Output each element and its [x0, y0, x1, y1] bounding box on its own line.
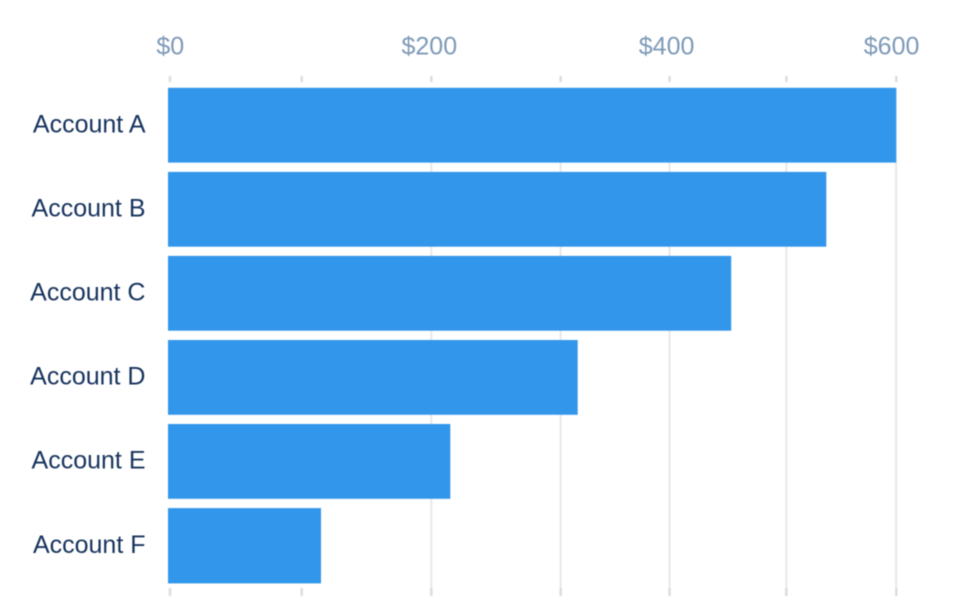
- svg-text:$200: $200: [401, 32, 457, 60]
- svg-text:Account D: Account D: [30, 363, 145, 391]
- svg-text:Account E: Account E: [32, 447, 146, 475]
- svg-text:Account C: Account C: [30, 279, 145, 307]
- svg-text:Account A: Account A: [33, 111, 146, 139]
- svg-text:$400: $400: [639, 32, 695, 60]
- svg-text:Account B: Account B: [32, 195, 146, 223]
- svg-text:$600: $600: [864, 32, 920, 60]
- svg-text:$0: $0: [156, 32, 184, 60]
- svg-text:Account F: Account F: [33, 531, 146, 559]
